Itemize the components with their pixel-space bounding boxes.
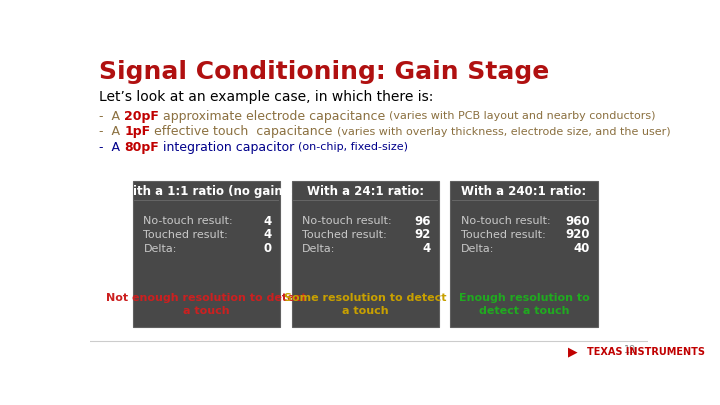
Text: 0: 0 [264, 242, 272, 255]
Text: 40: 40 [574, 242, 590, 255]
Text: No-touch result:: No-touch result: [462, 216, 551, 226]
FancyBboxPatch shape [292, 181, 438, 327]
Text: Delta:: Delta: [302, 244, 336, 254]
Text: 920: 920 [565, 228, 590, 241]
Text: With a 1:1 ratio (no gain):: With a 1:1 ratio (no gain): [120, 185, 293, 198]
Text: -  A: - A [99, 141, 125, 153]
Text: Touched result:: Touched result: [462, 230, 546, 240]
Text: 19: 19 [624, 345, 636, 356]
Text: -  A: - A [99, 125, 125, 138]
Text: (varies with PCB layout and nearby conductors): (varies with PCB layout and nearby condu… [390, 111, 656, 122]
Text: -  A: - A [99, 110, 125, 123]
Text: Delta:: Delta: [143, 244, 177, 254]
FancyBboxPatch shape [132, 181, 280, 327]
Text: 80pF: 80pF [125, 141, 159, 153]
Text: No-touch result:: No-touch result: [302, 216, 392, 226]
Text: 4: 4 [264, 215, 272, 228]
Text: 1pF: 1pF [125, 125, 150, 138]
FancyBboxPatch shape [451, 181, 598, 327]
Text: No-touch result:: No-touch result: [143, 216, 233, 226]
Text: Signal Conditioning: Gain Stage: Signal Conditioning: Gain Stage [99, 60, 549, 84]
Text: Touched result:: Touched result: [302, 230, 387, 240]
Text: 4: 4 [423, 242, 431, 255]
Text: Delta:: Delta: [462, 244, 495, 254]
Text: Some resolution to detect
a touch: Some resolution to detect a touch [284, 293, 446, 316]
Text: 4: 4 [264, 228, 272, 241]
Text: 92: 92 [415, 228, 431, 241]
Text: TEXAS INSTRUMENTS: TEXAS INSTRUMENTS [587, 347, 705, 357]
Text: integration capacitor: integration capacitor [159, 141, 298, 153]
Text: effective touch  capacitance: effective touch capacitance [150, 125, 337, 138]
Text: (on-chip, fixed-size): (on-chip, fixed-size) [298, 142, 408, 152]
Text: approximate electrode capacitance: approximate electrode capacitance [159, 110, 390, 123]
Text: Enough resolution to
detect a touch: Enough resolution to detect a touch [459, 293, 590, 316]
Text: Not enough resolution to detect
a touch: Not enough resolution to detect a touch [106, 293, 307, 316]
Text: With a 240:1 ratio:: With a 240:1 ratio: [462, 185, 587, 198]
Text: 96: 96 [415, 215, 431, 228]
Text: Let’s look at an example case, in which there is:: Let’s look at an example case, in which … [99, 90, 433, 104]
Text: 20pF: 20pF [125, 110, 159, 123]
Text: 960: 960 [565, 215, 590, 228]
Text: ▶: ▶ [568, 345, 577, 358]
Text: Touched result:: Touched result: [143, 230, 228, 240]
Text: With a 24:1 ratio:: With a 24:1 ratio: [307, 185, 423, 198]
Text: (varies with overlay thickness, electrode size, and the user): (varies with overlay thickness, electrod… [337, 127, 670, 137]
